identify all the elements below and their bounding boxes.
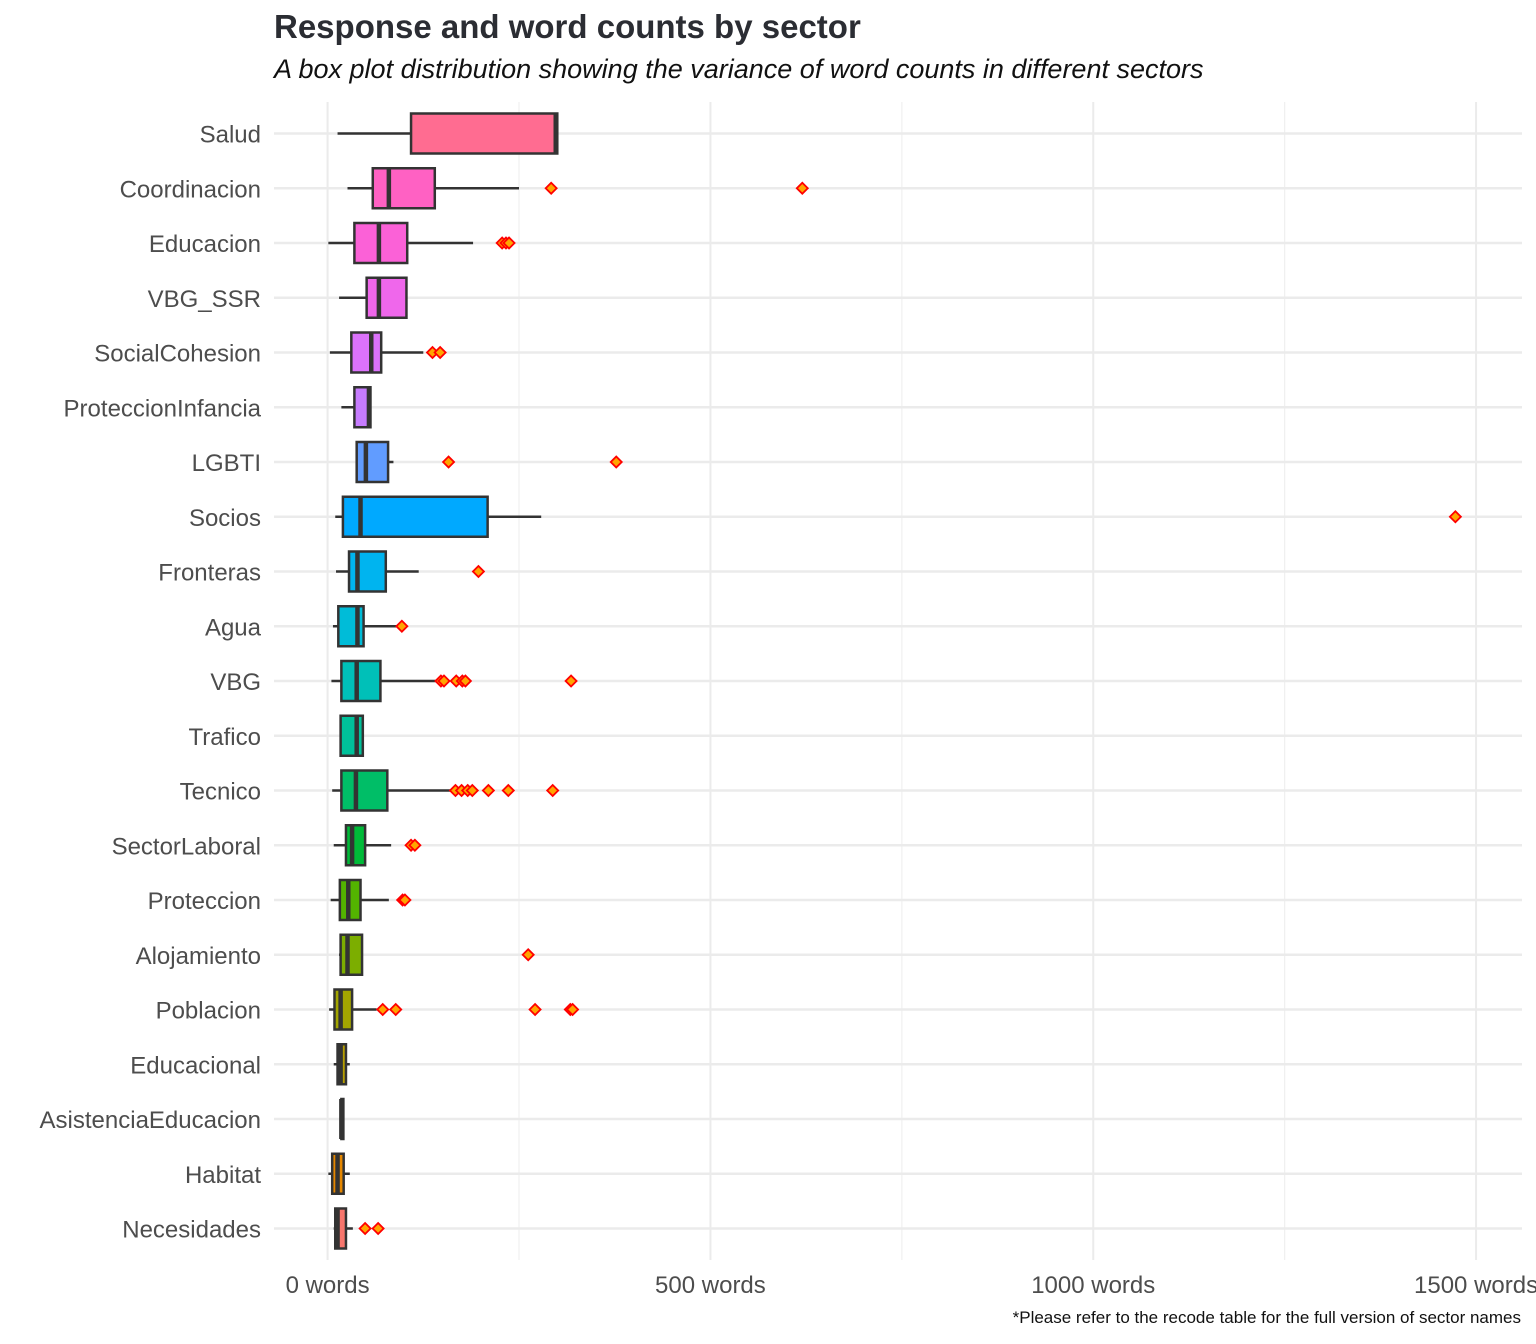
x-tick-label: 1000 words [1031,1272,1155,1299]
outlier-point [609,455,624,469]
box-Alojamiento [339,933,535,976]
box-Tecnico [332,769,560,812]
y-tick-label: LGBTI [192,450,261,477]
outlier-point [375,1002,390,1017]
box-Habitat [328,1152,350,1195]
y-tick-label: SectorLaboral [112,833,261,860]
outlier-point [371,1221,385,1236]
outlier-point [398,893,412,907]
outlier-point [358,1221,372,1236]
box-SectorLaboral [333,824,422,867]
box-iqr [339,714,365,757]
box-iqr [333,988,354,1031]
outlier-point [544,181,558,196]
y-tick-label: Educacion [149,231,261,258]
box-iqr [350,331,383,374]
outlier-point [502,236,516,250]
y-tick-label: Tecnico [180,779,261,806]
y-tick-label: Educacional [130,1052,261,1079]
y-tick-label: Alojamiento [136,943,261,970]
box-iqr [339,933,364,976]
box-iqr [371,167,437,210]
y-tick-label: AsistenciaEducacion [40,1107,261,1134]
y-tick-label: Agua [205,614,262,641]
box-SocialCohesion [329,331,447,374]
y-axis-labels: Salud Coordinacion Educacion VBG_SSR SocialC… [40,122,262,1244]
box-iqr [365,276,408,319]
box-Coordinacion [347,167,810,210]
box-iqr [347,550,388,593]
y-tick-label: Socios [189,505,261,532]
x-axis-labels: 0 words 500 words 1000 words 1500 words [286,1272,1536,1299]
outlier-point [471,564,486,579]
y-tick-label: Trafico [189,724,261,751]
box-iqr [355,440,390,484]
y-tick-label: VBG [210,669,261,696]
outlier-point [521,947,535,962]
box-Educacion [328,221,516,265]
chart-title: Response and word counts by sector [274,8,861,45]
y-tick-label: Salud [200,122,261,149]
outlier-point [545,783,560,798]
box-LGBTI [355,440,624,484]
box-Educacional [333,1043,350,1086]
y-tick-label: Necesidades [122,1217,261,1244]
box-iqr [344,824,367,867]
box-ProteccionInfancia [341,386,372,429]
box-VBG_SSR [339,276,408,319]
box-Fronteras [336,550,486,593]
outlier-point [528,1002,542,1017]
outlier-point [795,181,810,196]
box-iqr [334,1207,348,1250]
x-tick-label: 1500 words [1414,1272,1536,1299]
outlier-point [465,783,480,798]
box-iqr [337,605,365,648]
grid-layer [274,102,1522,1260]
box-Salud [337,112,559,155]
x-tick-label: 0 words [286,1272,370,1299]
x-tick-label: 500 words [655,1272,766,1299]
series-layer [328,112,1463,1250]
y-tick-label: Habitat [185,1162,261,1189]
outlier-point [458,674,473,688]
y-tick-label: Coordinacion [120,176,261,203]
y-tick-label: ProteccionInfancia [64,395,262,422]
outlier-point [395,619,409,634]
box-Necesidades [333,1207,385,1250]
box-iqr [340,769,389,812]
y-tick-label: Poblacion [156,998,261,1025]
outlier-point [433,345,447,360]
box-Trafico [339,714,365,757]
box-AsistenciaEducacion [339,1097,345,1141]
outlier-point [565,1002,580,1017]
box-Proteccion [330,878,412,922]
box-iqr [341,495,489,538]
outlier-point [501,783,516,798]
chart-subtitle: A box plot distribution showing the vari… [274,54,1204,84]
box-iqr [409,112,559,155]
outlier-point [441,455,456,469]
chart-caption: *Please refer to the recode table for th… [1012,1308,1521,1327]
outlier-point [564,674,578,688]
y-tick-label: Fronteras [158,560,261,587]
outlier-point [408,838,422,853]
y-tick-label: SocialCohesion [94,341,261,368]
outlier-point [437,674,451,688]
box-Agua [332,605,409,648]
y-tick-label: Proteccion [148,888,261,915]
box-Poblacion [329,988,580,1031]
boxplot-chart: Salud Coordinacion Educacion VBG_SSR SocialC… [40,102,1536,1299]
box-VBG [331,659,578,703]
outlier-point [388,1002,403,1017]
outlier-point [1448,509,1463,524]
outlier-point [481,783,496,798]
box-Socios [335,495,1463,538]
y-tick-label: VBG_SSR [148,286,261,313]
box-iqr [340,659,382,703]
